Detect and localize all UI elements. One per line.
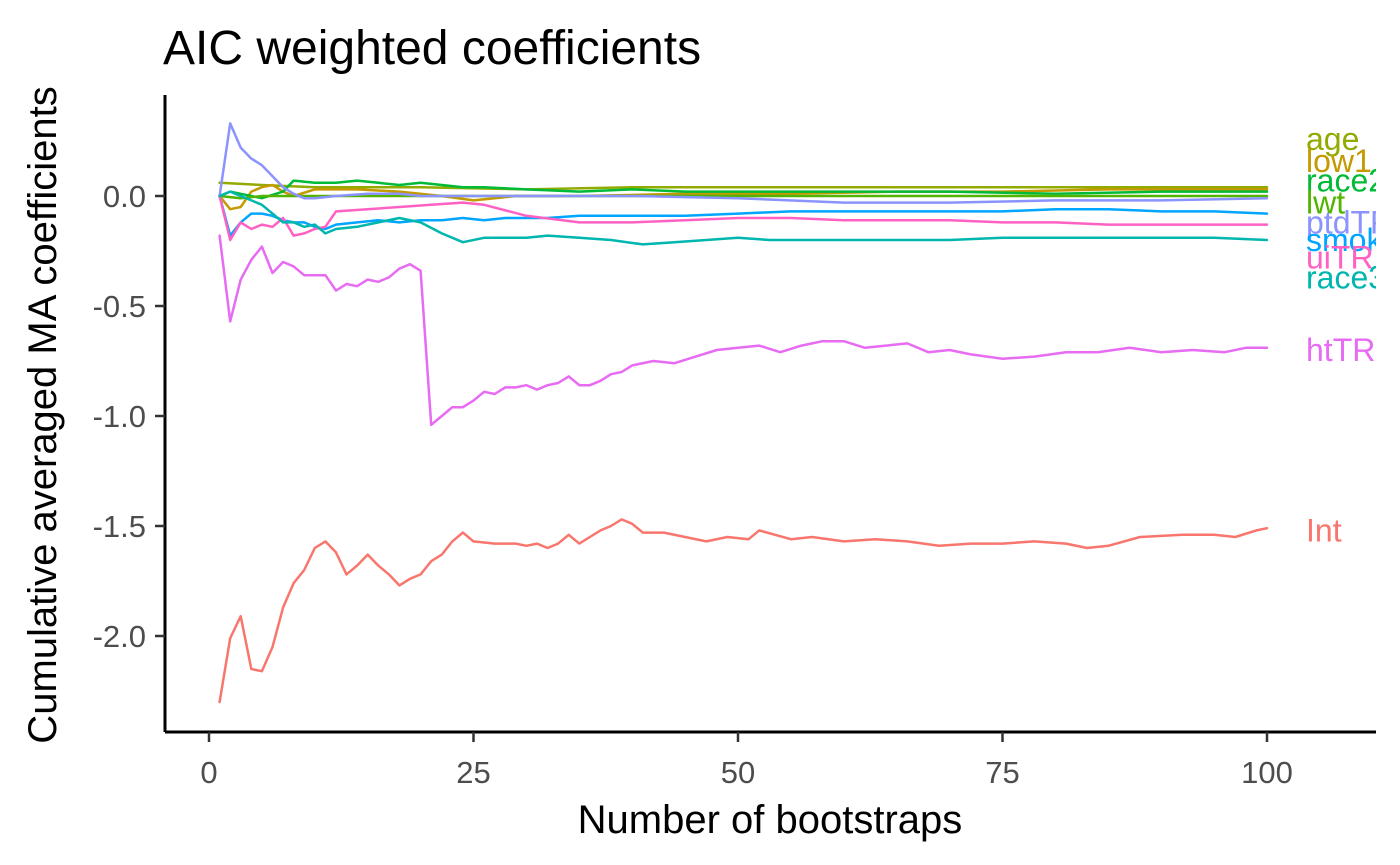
y-tick-label: -0.5 (93, 289, 146, 324)
y-axis-title: Cumulative averaged MA coefficients (21, 86, 65, 743)
series-label-ptdtrue: ptdTRUE (1306, 204, 1400, 240)
y-tick-label: 0.0 (103, 179, 146, 214)
series-line-race2 (218, 179, 1269, 200)
x-tick-label: 100 (1241, 755, 1293, 790)
x-tick-label: 50 (721, 755, 755, 790)
series-label-int: Int (1306, 512, 1342, 548)
series-label-race3: race3 (1306, 259, 1386, 295)
series-label-race2: race2 (1306, 163, 1386, 199)
ticks: 0 25 50 75 100 0.0 -0.5 -1.0 -1.5 -2.0 (93, 179, 1293, 790)
series-line-race3 (218, 190, 1269, 246)
series-label-smoke: smoke (1306, 222, 1400, 258)
chart-title: AIC weighted coefficients (163, 22, 701, 75)
x-axis-title: Number of bootstraps (578, 798, 963, 842)
series-line-smoke (218, 194, 1269, 237)
x-tick-label: 75 (985, 755, 1019, 790)
series-label-age: age (1306, 121, 1359, 157)
series-label-low1: low1 (1306, 143, 1372, 179)
series-line-age (218, 181, 1269, 191)
y-tick-label: -2.0 (93, 619, 146, 654)
plot-area (218, 122, 1269, 704)
series-label-uitrue: uiTRUE (1306, 240, 1400, 276)
x-tick-label: 0 (200, 755, 217, 790)
y-tick-label: -1.5 (93, 509, 146, 544)
series-line-uitrue (218, 194, 1269, 242)
series-line-ptdtrue (218, 122, 1269, 204)
series-line-int (218, 518, 1269, 704)
series-label-lwt: lwt (1306, 185, 1345, 221)
x-tick-label: 25 (456, 755, 490, 790)
series-line-httrue (218, 234, 1269, 427)
y-tick-label: -1.0 (93, 399, 146, 434)
axes (163, 95, 1376, 734)
series-label-httrue: htTRUE (1306, 332, 1400, 368)
series-labels: Int agelow1race2lwtptdTRUEsmokeuiTRUErace… (1306, 121, 1400, 549)
